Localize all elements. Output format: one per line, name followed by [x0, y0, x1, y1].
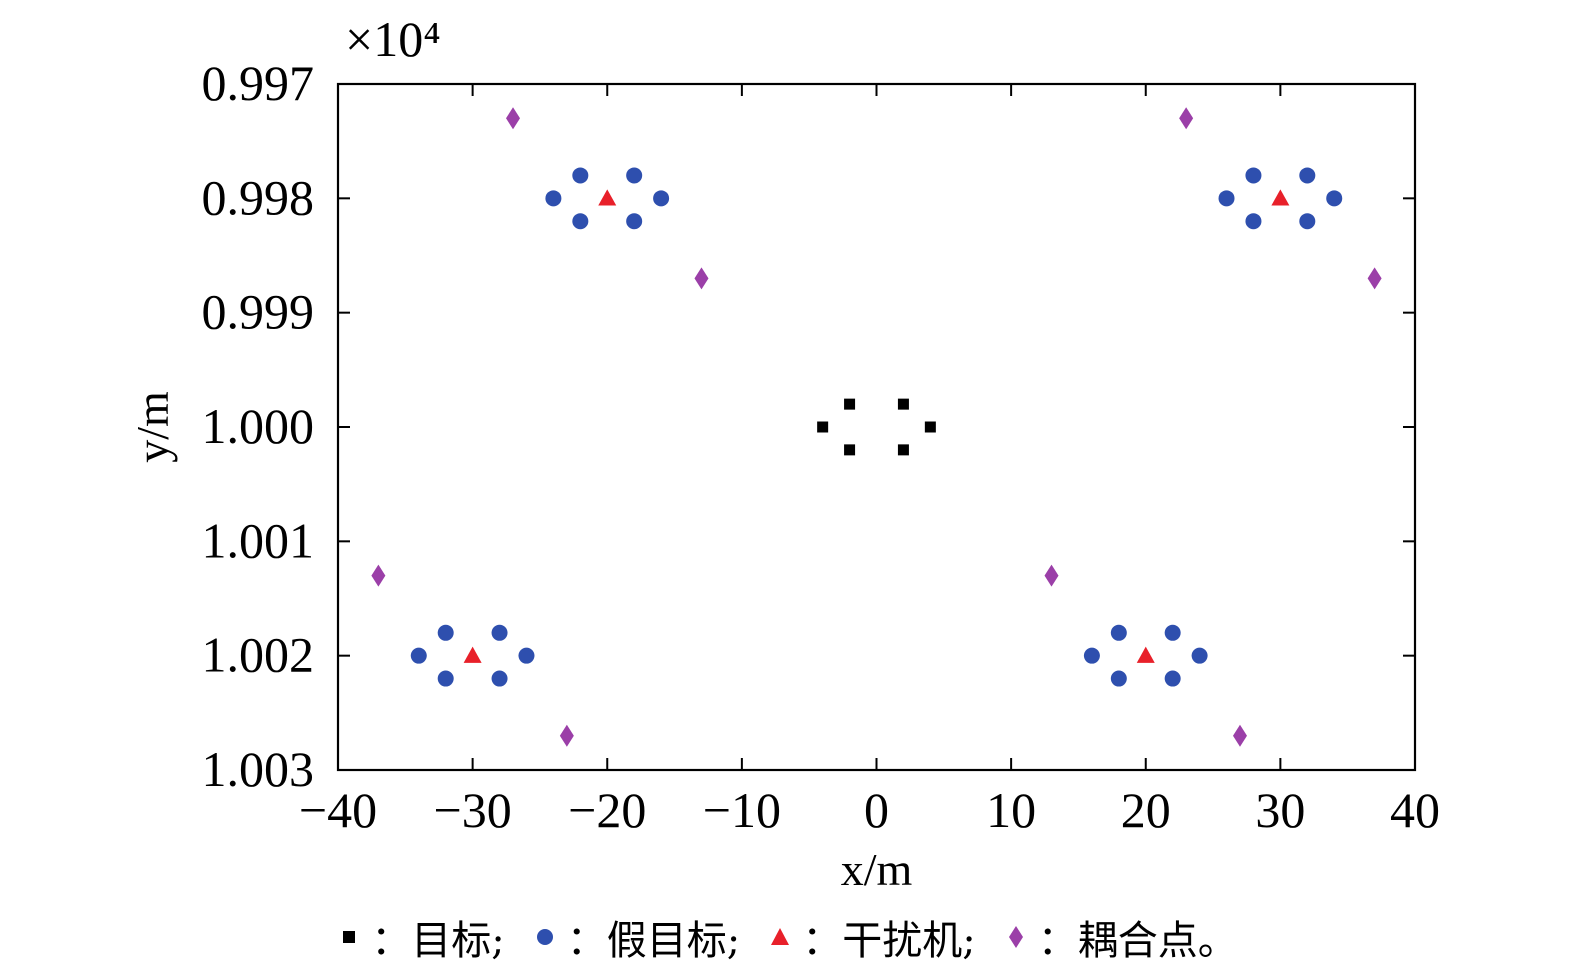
circle-marker-icon: [536, 929, 553, 945]
square-marker-icon: [343, 931, 356, 943]
point-circle: [1299, 213, 1316, 230]
point-circle: [572, 167, 589, 184]
scatter-chart: −40 −30 −20 −10 0 10 20 30 40 0.997 0.998 0.999 1.00…: [127, 11, 1440, 895]
point-circle: [1164, 624, 1181, 641]
x-tick-label: −10: [703, 782, 781, 838]
point-circle: [1164, 670, 1181, 687]
y-axis-label: y/m: [127, 391, 178, 463]
point-circle: [1110, 670, 1127, 687]
x-tick-label: 10: [986, 782, 1036, 838]
legend-item-target: ：目标;: [337, 908, 505, 966]
y-tick-label: 1.002: [202, 627, 315, 683]
plot-area: −40 −30 −20 −10 0 10 20 30 40 0.997 0.998 0.999 1.00…: [127, 11, 1440, 895]
legend: ：目标; ：假目标; ：干扰机; ：耦合点。: [0, 900, 1575, 974]
legend-item-coupling-point: ：耦合点。: [1004, 908, 1238, 966]
point-circle: [545, 190, 562, 207]
point-triangle: [1271, 189, 1290, 206]
point-square: [817, 421, 829, 433]
plot-frame: [336, 82, 1417, 772]
series-circle: [410, 167, 1343, 687]
legend-item-jammer: ：干扰机;: [768, 908, 976, 966]
point-circle: [437, 670, 454, 687]
y-tick-label: 0.999: [202, 284, 315, 340]
legend-item-false-target: ：假目标;: [533, 908, 740, 966]
point-diamond: [1232, 724, 1247, 747]
point-diamond: [1367, 267, 1382, 290]
point-diamond: [559, 724, 574, 747]
x-tick-label: 0: [864, 782, 889, 838]
point-circle: [1326, 190, 1343, 207]
legend-label-target: ：目标;: [371, 918, 505, 964]
point-circle: [518, 647, 535, 664]
point-diamond: [1044, 564, 1059, 587]
x-tick-label: −20: [568, 782, 646, 838]
x-tick-label: 20: [1121, 782, 1171, 838]
x-tick-label: 40: [1390, 782, 1440, 838]
point-circle: [1218, 190, 1235, 207]
y-tick-label: 1.000: [202, 398, 315, 454]
point-circle: [1110, 624, 1127, 641]
diamond-marker-icon: [1008, 926, 1023, 948]
point-diamond: [371, 564, 386, 587]
y-tick-label: 1.001: [202, 512, 315, 568]
point-circle: [491, 670, 508, 687]
x-tick-label: 30: [1255, 782, 1305, 838]
x-axis-label: x/m: [841, 844, 913, 895]
point-circle: [653, 190, 670, 207]
point-circle: [626, 213, 643, 230]
point-circle: [1191, 647, 1208, 664]
point-triangle: [463, 646, 482, 663]
triangle-marker-icon: [771, 928, 790, 945]
point-triangle: [598, 189, 617, 206]
point-circle: [1299, 167, 1316, 184]
point-square: [844, 398, 856, 410]
y-tick-label: 1.003: [202, 741, 315, 797]
legend-label-coupling-point: ：耦合点。: [1037, 918, 1238, 964]
legend-label-jammer: ：干扰机;: [802, 918, 976, 964]
point-circle: [437, 624, 454, 641]
point-square: [897, 398, 909, 410]
point-circle: [410, 647, 427, 664]
point-square: [897, 444, 909, 456]
point-circle: [572, 213, 589, 230]
x-tick-label: −40: [299, 782, 377, 838]
x-tick-label: −30: [434, 782, 512, 838]
point-circle: [1245, 213, 1262, 230]
point-square: [924, 421, 936, 433]
point-square: [844, 444, 856, 456]
series-square: [817, 398, 936, 456]
y-multiplier-label: ×10⁴: [345, 11, 441, 67]
legend-label-false-target: ：假目标;: [566, 918, 741, 964]
point-circle: [1245, 167, 1262, 184]
series-diamond: [371, 107, 1382, 747]
point-diamond: [1179, 107, 1194, 130]
point-triangle: [1136, 646, 1155, 663]
y-tick-label: 0.998: [202, 169, 315, 225]
point-diamond: [506, 107, 521, 130]
series-triangle: [463, 189, 1290, 663]
point-circle: [491, 624, 508, 641]
point-diamond: [694, 267, 709, 290]
point-circle: [1083, 647, 1100, 664]
y-tick-label: 0.997: [202, 55, 315, 111]
point-circle: [626, 167, 643, 184]
